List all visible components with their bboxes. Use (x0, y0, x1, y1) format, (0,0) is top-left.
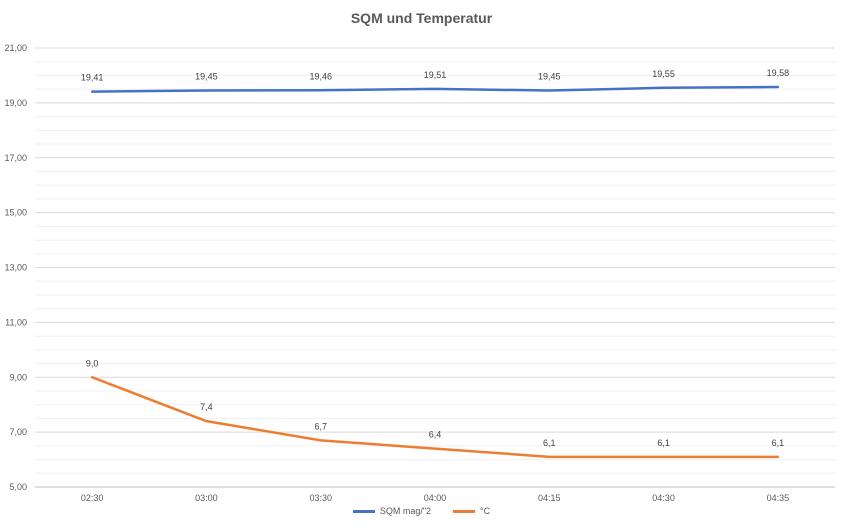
y-tick-label: 5,00 (9, 482, 27, 492)
data-label: 19,45 (538, 72, 561, 82)
y-tick-label: 15,00 (4, 208, 27, 218)
x-tick-label: 04:15 (538, 493, 561, 503)
y-tick-label: 19,00 (4, 98, 27, 108)
legend-swatch-sqm (352, 509, 375, 513)
data-label: 19,55 (652, 69, 675, 79)
data-label: 19,41 (81, 73, 104, 83)
data-label: 19,58 (767, 68, 790, 78)
data-label: 19,51 (424, 70, 447, 80)
x-tick-label: 03:30 (309, 493, 332, 503)
x-tick-label: 04:00 (424, 493, 447, 503)
data-label: 6,1 (543, 438, 556, 448)
legend-item-sqm: SQM mag/"2 (352, 506, 432, 516)
data-label: 7,4 (200, 402, 213, 412)
y-tick-label: 13,00 (4, 263, 27, 273)
y-tick-label: 17,00 (4, 153, 27, 163)
x-tick-label: 04:30 (652, 493, 675, 503)
data-label: 6,7 (314, 421, 327, 431)
legend-swatch-temperature (453, 509, 476, 513)
chart-title: SQM und Temperatur (350, 10, 493, 26)
series-line-sqm (90, 85, 780, 93)
data-label: 6,1 (772, 438, 785, 448)
data-label: 9,0 (86, 358, 99, 368)
series-line-temperature (90, 376, 780, 459)
data-label: 19,46 (309, 71, 332, 81)
y-tick-label: 7,00 (9, 427, 27, 437)
y-tick-label: 9,00 (9, 372, 27, 382)
x-tick-label: 03:00 (195, 493, 218, 503)
legend-item-temperature: °C (453, 506, 490, 516)
data-label: 6,4 (429, 430, 442, 440)
data-label: 19,45 (195, 72, 218, 82)
y-tick-label: 21,00 (4, 43, 27, 53)
x-tick-label: 02:30 (81, 493, 104, 503)
x-tick-label: 04:35 (767, 493, 790, 503)
y-tick-label: 11,00 (5, 317, 27, 327)
legend-label-sqm: SQM mag/"2 (379, 506, 432, 516)
legend-label-temperature: °C (480, 506, 491, 516)
data-label: 6,1 (657, 438, 670, 448)
legend: SQM mag/"2 °C (0, 506, 843, 516)
